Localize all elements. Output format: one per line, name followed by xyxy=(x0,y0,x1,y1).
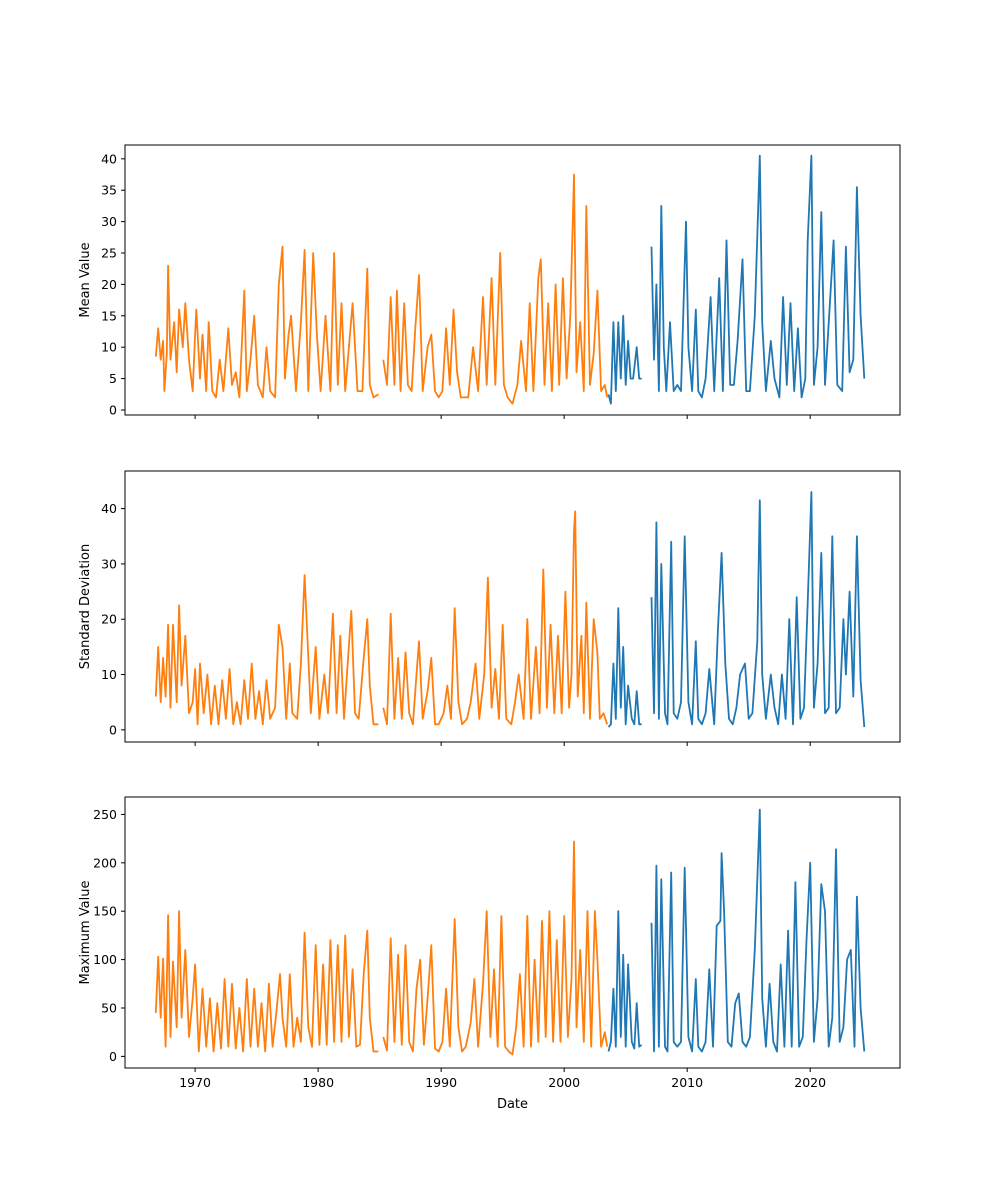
y-tick-label: 0 xyxy=(109,722,117,737)
y-tick-label: 0 xyxy=(109,1049,117,1064)
y-tick-label: 200 xyxy=(93,855,117,870)
y-tick-label: 100 xyxy=(93,952,117,967)
x-tick-label: 1990 xyxy=(425,1075,457,1090)
series-2-line-segment-1 xyxy=(607,910,643,1052)
y-axis-label: Mean Value xyxy=(78,242,93,317)
y-tick-label: 40 xyxy=(101,501,117,516)
y-tick-label: 25 xyxy=(101,246,117,261)
plot-area xyxy=(154,808,866,1056)
plot-area xyxy=(154,491,866,728)
series-2-line-segment-1 xyxy=(607,607,642,728)
y-tick-label: 10 xyxy=(101,340,117,355)
y-tick-label: 5 xyxy=(109,371,117,386)
subplot-1: 0 5 10 15 20 25 30 35 40 Mean Value xyxy=(78,144,901,419)
y-tick-label: 40 xyxy=(101,151,117,166)
y-axis-label: Maximum Value xyxy=(78,881,93,985)
x-tick-label: 2000 xyxy=(548,1075,580,1090)
axes-frame xyxy=(124,796,901,1069)
series-1-line-segment-2 xyxy=(382,173,609,405)
x-tick-label: 2010 xyxy=(671,1075,703,1090)
axes-frame xyxy=(124,144,901,416)
series-2-line-segment-1 xyxy=(607,314,642,405)
y-tick-label: 10 xyxy=(101,667,117,682)
y-tick-label: 150 xyxy=(93,904,117,919)
subplot-3: 0 50 100 150 200 250 1970 1980 1990 2000 2010 2020 M… xyxy=(78,796,901,1090)
series-1-line-segment-2 xyxy=(382,840,609,1056)
series-1-line-segment-1 xyxy=(154,910,379,1053)
y-tick-label: 30 xyxy=(101,214,117,229)
y-tick-label: 30 xyxy=(101,556,117,571)
series-1-line-segment-2 xyxy=(382,510,609,726)
y-tick-label: 35 xyxy=(101,183,117,198)
series-2-line-segment-2 xyxy=(650,154,866,399)
series-2-line-segment-2 xyxy=(650,491,866,728)
y-tick-label: 20 xyxy=(101,612,117,627)
series-2-line-segment-2 xyxy=(650,808,866,1053)
y-tick-label: 250 xyxy=(93,807,117,822)
plot-area xyxy=(154,154,866,405)
y-axis-label: Standard Deviation xyxy=(78,544,93,669)
series-1-line-segment-1 xyxy=(154,245,379,399)
x-tick-label: 2020 xyxy=(794,1075,826,1090)
x-axis-label: Date xyxy=(497,1097,528,1112)
y-tick-label: 20 xyxy=(101,277,117,292)
subplot-2: 0 10 20 30 40 Standard Deviation xyxy=(78,470,901,746)
y-tick-label: 0 xyxy=(109,402,117,417)
series-1-line-segment-1 xyxy=(154,574,379,726)
y-tick-label: 50 xyxy=(101,1000,117,1015)
subplots: 0 5 10 15 20 25 30 35 40 Mean Value 0 10 20 30 40 Stand… xyxy=(78,144,901,1090)
x-tick-label: 1970 xyxy=(179,1075,211,1090)
axes-frame xyxy=(124,470,901,743)
x-tick-label: 1980 xyxy=(302,1075,334,1090)
y-tick-label: 15 xyxy=(101,308,117,323)
